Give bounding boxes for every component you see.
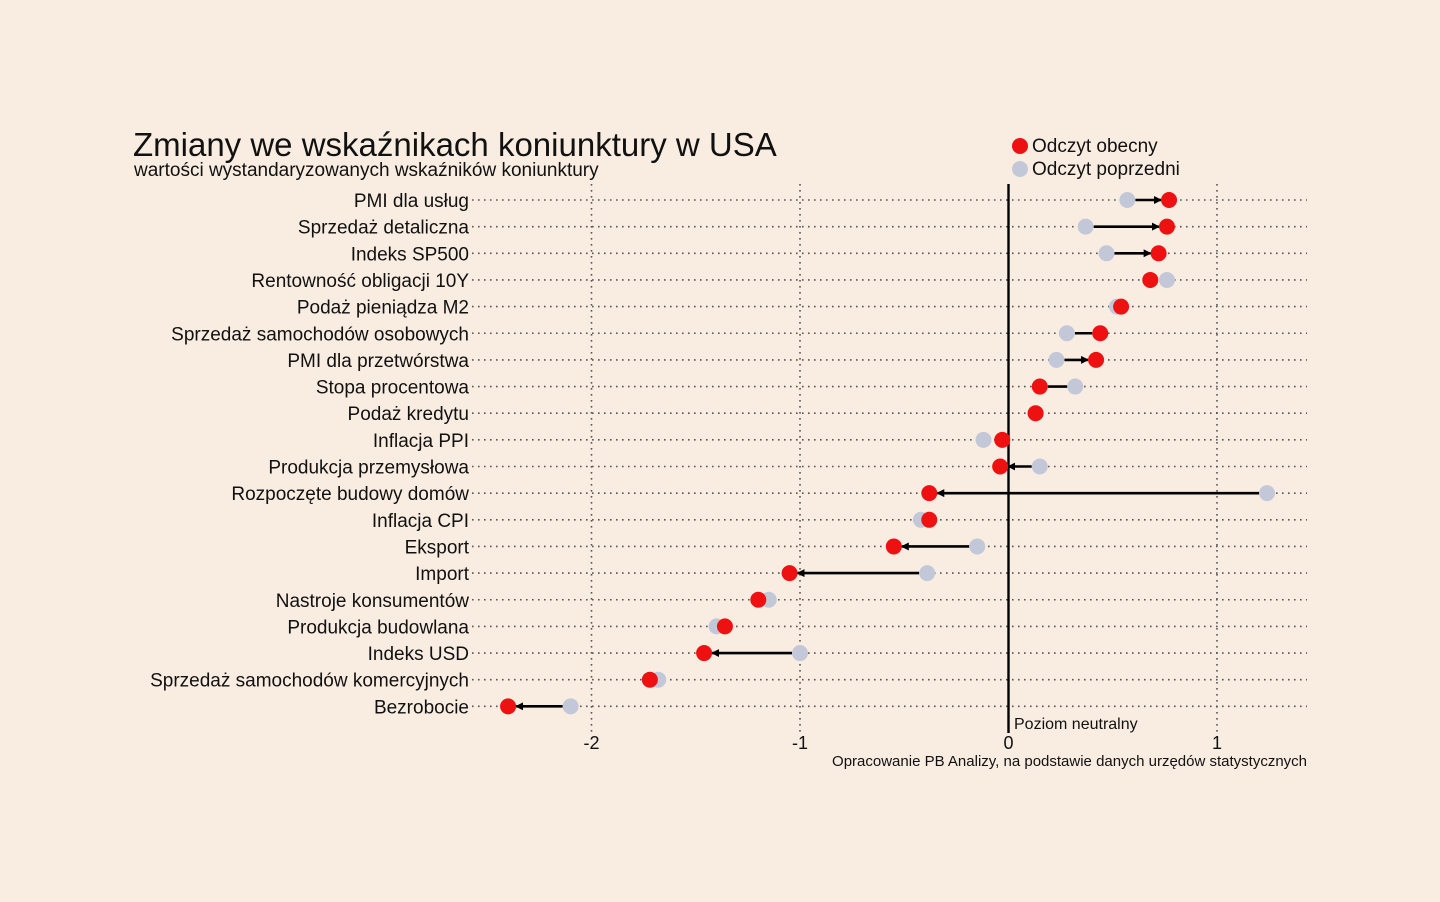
category-label: Sprzedaż samochodów osobowych — [171, 324, 469, 345]
previous-point — [975, 431, 992, 448]
category-label: Sprzedaż samochodów komercyjnych — [150, 671, 469, 692]
previous-point — [1031, 458, 1048, 475]
current-point — [1031, 378, 1048, 395]
category-label: Sprzedaż detaliczna — [298, 218, 470, 239]
current-point — [1161, 192, 1178, 208]
current-point — [1158, 218, 1175, 235]
previous-point — [1067, 378, 1084, 395]
current-point — [716, 618, 733, 635]
category-label: Eksport — [405, 537, 470, 558]
previous-point — [1098, 245, 1115, 262]
previous-point — [919, 565, 936, 582]
current-point — [1088, 351, 1105, 368]
current-point — [992, 458, 1009, 475]
current-point — [1150, 245, 1167, 262]
current-point — [781, 565, 798, 582]
previous-point — [1259, 485, 1276, 502]
category-label: Import — [415, 564, 470, 585]
category-label: Bezrobocie — [374, 697, 469, 718]
previous-point — [1119, 192, 1136, 208]
category-label: Indeks SP500 — [351, 244, 469, 265]
previous-point — [1048, 351, 1065, 368]
current-point — [921, 511, 938, 528]
legend-marker-previous — [1012, 161, 1028, 177]
category-label: Rentowność obligacji 10Y — [251, 271, 469, 292]
category-label: Podaż pieniądza M2 — [297, 298, 469, 319]
current-point — [1027, 405, 1044, 422]
current-point — [1113, 298, 1130, 315]
current-point — [500, 698, 517, 715]
category-label: Inflacja PPI — [373, 431, 469, 452]
x-tick-label: 1 — [1212, 733, 1222, 753]
category-label: Podaż kredytu — [348, 404, 469, 425]
previous-point — [562, 698, 579, 715]
current-point — [1092, 325, 1109, 342]
current-point — [641, 671, 658, 688]
source-note: Opracowanie PB Analizy, na podstawie dan… — [832, 753, 1307, 770]
legend-label-current: Odczyt obecny — [1032, 136, 1158, 157]
category-label: Produkcja przemysłowa — [268, 458, 469, 479]
previous-point — [1058, 325, 1075, 342]
current-point — [994, 431, 1011, 448]
category-label: Stopa procentowa — [316, 378, 470, 399]
legend-marker-current — [1012, 138, 1028, 154]
previous-points — [562, 192, 1276, 715]
previous-point — [1077, 218, 1094, 235]
current-point — [1142, 271, 1159, 288]
current-point — [885, 538, 902, 555]
category-label: PMI dla usług — [354, 191, 469, 212]
legend-label-previous: Odczyt poprzedni — [1032, 159, 1180, 180]
change-arrows — [515, 196, 1260, 711]
chart-title: Zmiany we wskaźnikach koniunktury w USA — [133, 126, 777, 163]
x-tick-label: 0 — [1003, 733, 1013, 753]
current-point — [750, 591, 767, 608]
neutral-level-label: Poziom neutralny — [1014, 716, 1138, 733]
grid — [472, 184, 1307, 732]
category-label: PMI dla przetwórstwa — [287, 351, 469, 372]
category-label: Indeks USD — [368, 644, 469, 665]
category-labels: PMI dla usług Sprzedaż detaliczna Indeks S… — [150, 191, 470, 718]
current-point — [921, 485, 938, 502]
category-label: Nastroje konsumentów — [276, 591, 470, 612]
previous-point — [792, 645, 808, 662]
category-label: Inflacja CPI — [372, 511, 469, 532]
x-tick-label: -1 — [792, 733, 808, 753]
previous-point — [969, 538, 986, 555]
current-point — [696, 645, 713, 662]
x-tick-label: -2 — [583, 733, 599, 753]
x-axis: -2 -1 0 1 — [583, 184, 1222, 753]
chart-subtitle: wartości wystandaryzowanych wskaźników k… — [133, 160, 599, 181]
legend: Odczyt obecny Odczyt poprzedni — [1012, 136, 1180, 180]
category-label: Produkcja budowlana — [287, 617, 469, 638]
current-points — [500, 192, 1178, 715]
category-label: Rozpoczęte budowy domów — [231, 484, 469, 505]
previous-point — [1158, 271, 1175, 288]
